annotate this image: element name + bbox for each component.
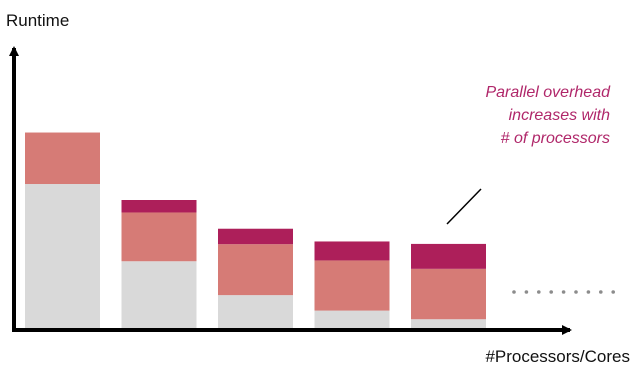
x-axis-label: #Processors/Cores xyxy=(485,347,630,366)
continuation-dot xyxy=(574,290,578,294)
annotation-line-1: Parallel overhead xyxy=(485,84,611,101)
bar-2-serial-segment xyxy=(121,261,197,329)
annotation-text: Parallel overhead increases with # of proc… xyxy=(485,84,611,147)
bar-3-overhead-segment xyxy=(218,228,293,245)
continuation-dot xyxy=(537,290,541,294)
bar-4-serial-segment xyxy=(314,310,390,329)
continuation-dot xyxy=(586,290,591,294)
continuation-dot xyxy=(512,290,516,294)
y-axis-label: Runtime xyxy=(6,11,69,30)
continuation-dot xyxy=(524,290,529,294)
bar-4-overhead-segment xyxy=(314,241,390,261)
bar-5-parallel-segment xyxy=(411,268,486,320)
bar-1-serial-segment xyxy=(25,184,100,329)
annotation-line-3: # of processors xyxy=(501,130,610,147)
annotation-line-2: increases with xyxy=(509,107,610,124)
bar-2-parallel-segment xyxy=(121,212,197,262)
bar-3-parallel-segment xyxy=(218,244,293,296)
bar-5-serial-segment xyxy=(411,319,486,329)
bar-5-overhead-segment xyxy=(411,243,486,269)
bars-group xyxy=(25,132,486,329)
continuation-dot xyxy=(599,290,603,294)
continuation-dot xyxy=(611,290,615,294)
continuation-dot xyxy=(549,290,553,294)
bar-2-overhead-segment xyxy=(121,200,197,213)
continuation-dot xyxy=(561,290,566,294)
bar-1-parallel-segment xyxy=(25,132,100,185)
annotation-leader-line xyxy=(446,188,482,225)
continuation-dots xyxy=(512,290,615,294)
bar-4-parallel-segment xyxy=(314,260,390,311)
bar-3-serial-segment xyxy=(218,295,293,329)
